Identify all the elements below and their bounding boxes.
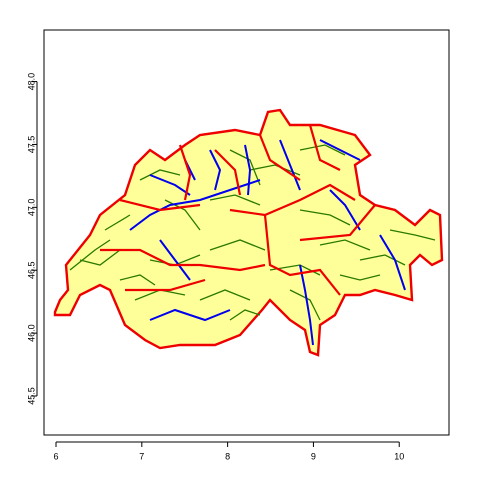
y-tick-label: 47.0: [26, 199, 36, 217]
x-tick-label: 9: [311, 451, 316, 461]
x-tick-label: 6: [54, 451, 59, 461]
plot-box: [43, 29, 450, 436]
x-tick-label: 10: [394, 451, 404, 461]
y-tick-label: 46.5: [26, 261, 36, 279]
x-tick-label: 8: [225, 451, 230, 461]
y-tick-label: 47.5: [26, 136, 36, 154]
x-tick-label: 7: [139, 451, 144, 461]
map: [53, 108, 444, 357]
internal-borders: [100, 124, 376, 296]
waterways: [129, 139, 406, 346]
y-tick-label: 48.0: [26, 73, 36, 91]
country-area: [53, 108, 444, 357]
y-tick-label: 45.5: [26, 387, 36, 405]
y-tick-label: 46.0: [26, 324, 36, 342]
